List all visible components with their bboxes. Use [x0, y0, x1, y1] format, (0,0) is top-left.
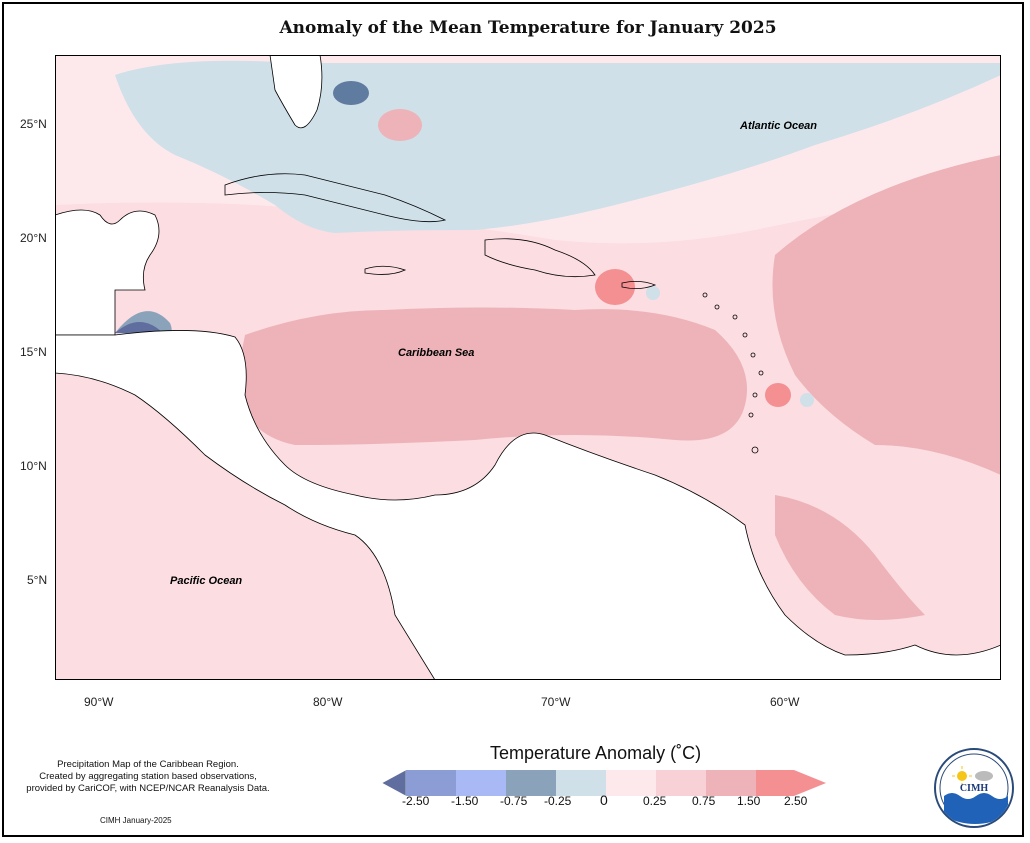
legend-swatch-2 — [456, 770, 506, 796]
land-jamaica — [364, 265, 407, 275]
legend-swatch-4 — [556, 770, 606, 796]
wave-icon — [944, 793, 1008, 824]
cloud-icon — [975, 771, 993, 781]
anomaly-cool-spot — [646, 286, 660, 300]
legend-tick-0: -2.50 — [402, 794, 430, 808]
source-note-line1: Precipitation Map of the Caribbean Regio… — [57, 759, 239, 770]
land-hispaniola — [484, 238, 596, 278]
map-panel — [55, 55, 1001, 680]
source-note: Precipitation Map of the Caribbean Regio… — [8, 759, 288, 795]
legend-tick-6: 0.75 — [692, 794, 716, 808]
lat-label-20n: 20°N — [20, 231, 47, 245]
legend-swatch-6 — [656, 770, 706, 796]
cimh-logo-text: CIMH — [959, 783, 989, 794]
land-florida — [269, 55, 323, 129]
anomaly-warm-windward — [765, 383, 791, 407]
label-pacific-ocean: Pacific Ocean — [170, 575, 243, 587]
land-lesser-antilles — [702, 292, 764, 454]
legend-tick-3: -0.25 — [544, 794, 572, 808]
legend-title: Temperature Anomaly (˚C) — [490, 743, 702, 763]
anomaly-field-cool-north — [115, 60, 1001, 233]
source-note-line2: Created by aggregating station based obs… — [39, 771, 257, 782]
lat-label-25n: 25°N — [20, 117, 47, 131]
lon-label-60w: 60°W — [770, 695, 800, 709]
legend-colorbar — [382, 770, 826, 796]
legend-swatch-5 — [606, 770, 656, 796]
legend-swatch-8 — [756, 770, 794, 796]
anomaly-cold-honduras — [115, 322, 163, 333]
anomaly-field-guianas — [775, 495, 925, 620]
anomaly-warm-bahamas — [378, 109, 422, 141]
cimh-logo: CIMH — [934, 748, 1014, 828]
anomaly-field-caribbean — [235, 307, 747, 445]
sun-icon — [957, 771, 967, 781]
legend-swatch-0 — [382, 770, 407, 796]
legend-swatch-7 — [706, 770, 756, 796]
anomaly-field-east-atlantic — [772, 155, 1001, 475]
land-puertorico — [621, 281, 657, 289]
lat-label-15n: 15°N — [20, 345, 47, 359]
legend-swatch-3 — [506, 770, 556, 796]
legend-swatch-1 — [406, 770, 456, 796]
anomaly-warm-puertorico — [595, 269, 635, 305]
label-atlantic-ocean: Atlantic Ocean — [740, 120, 818, 132]
cimh-logo-art — [939, 753, 1009, 824]
anomaly-cool-spot-barbados — [800, 393, 814, 407]
label-caribbean-sea: Caribbean Sea — [398, 347, 475, 359]
land-cuba — [224, 173, 447, 223]
land-central-america — [55, 330, 1001, 680]
source-note-line3: provided by CariCOF, with NCEP/NCAR Rean… — [26, 783, 270, 794]
lon-label-90w: 90°W — [84, 695, 114, 709]
legend-swatch-9 — [794, 770, 826, 796]
legend-tick-5: 0.25 — [643, 794, 667, 808]
lat-label-5n: 5°N — [27, 573, 48, 587]
map-title: Anomaly of the Mean Temperature for Janu… — [279, 18, 777, 38]
legend-tick-4: 0 — [600, 792, 608, 808]
legend-tick-1: -1.50 — [451, 794, 479, 808]
anomaly-cool-bahamas — [333, 81, 369, 105]
legend-tick-7: 1.50 — [737, 794, 761, 808]
map-border — [55, 55, 1001, 680]
lon-label-70w: 70°W — [541, 695, 571, 709]
land-mexico-yucatan — [55, 209, 160, 336]
lon-label-80w: 80°W — [313, 695, 343, 709]
lat-label-10n: 10°N — [20, 459, 47, 473]
credit-note: CIMH January-2025 — [100, 816, 172, 825]
temperature-anomaly-map — [55, 55, 1001, 680]
legend-tick-2: -0.75 — [500, 794, 528, 808]
legend-tick-8: 2.50 — [784, 794, 808, 808]
